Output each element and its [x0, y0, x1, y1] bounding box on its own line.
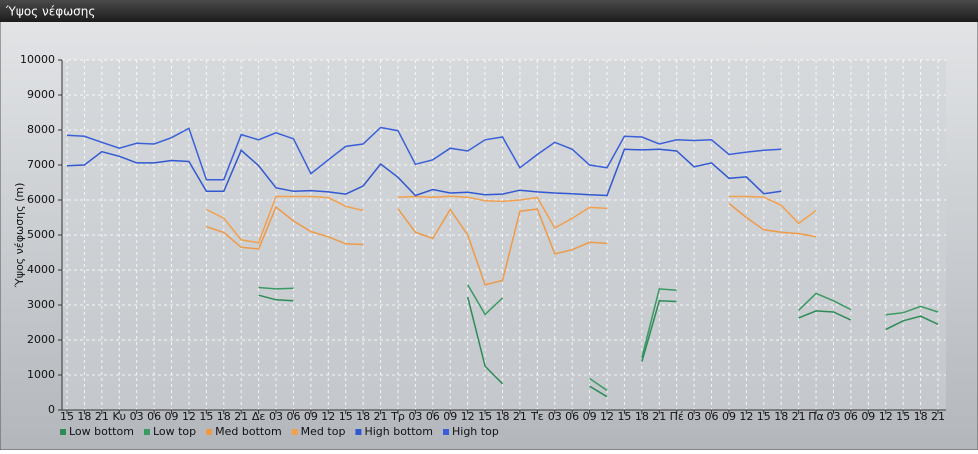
- legend-swatch: [60, 429, 66, 435]
- legend-label: Med top: [301, 425, 346, 438]
- series-line: [66, 148, 782, 197]
- x-tick-label: 03: [130, 410, 144, 423]
- legend-label: Low bottom: [69, 425, 134, 438]
- series-line: [258, 284, 939, 392]
- x-tick-label: 15: [617, 410, 631, 423]
- x-tick-label: 09: [165, 410, 179, 423]
- x-tick-label: 21: [513, 410, 527, 423]
- series-line: [66, 126, 782, 181]
- x-tick-label: 09: [861, 410, 875, 423]
- x-tick-label: 15: [896, 410, 910, 423]
- x-tick-label: 06: [147, 410, 161, 423]
- x-tick-label: 15: [60, 410, 74, 423]
- y-tick-label: 2000: [27, 333, 55, 346]
- x-tick-label: 03: [687, 410, 701, 423]
- y-tick-label: 6000: [27, 193, 55, 206]
- y-tick-label: 4000: [27, 263, 55, 276]
- y-tick-label: 0: [48, 403, 55, 416]
- x-tick-label: 18: [217, 410, 231, 423]
- series-line: [206, 195, 817, 244]
- x-tick-label: 18: [77, 410, 91, 423]
- x-tick-label: 03: [408, 410, 422, 423]
- x-tick-label: 21: [652, 410, 666, 423]
- x-tick-label: 09: [722, 410, 736, 423]
- x-tick-label: 09: [443, 410, 457, 423]
- x-tick-label: 12: [879, 410, 893, 423]
- x-tick-label: 18: [635, 410, 649, 423]
- y-tick-label: 1000: [27, 368, 55, 381]
- legend-swatch: [443, 429, 449, 435]
- legend-swatch: [143, 429, 150, 435]
- x-tick-label: 21: [374, 410, 388, 423]
- x-tick-label: 03: [269, 410, 283, 423]
- y-tick-label: 7000: [27, 158, 55, 171]
- x-tick-label: Πέ: [670, 410, 684, 423]
- series-line: [258, 294, 939, 398]
- x-tick-label: Πα: [808, 410, 824, 423]
- x-tick-label: 09: [583, 410, 597, 423]
- x-tick-label: 15: [339, 410, 353, 423]
- x-tick-label: Δε: [252, 410, 266, 423]
- x-tick-label: 21: [931, 410, 945, 423]
- x-tick-label: 06: [565, 410, 579, 423]
- x-tick-label: 18: [914, 410, 928, 423]
- legend-swatch: [291, 429, 298, 435]
- x-tick-label: 15: [478, 410, 492, 423]
- window-title: Ύψος νέφωσης: [5, 5, 95, 19]
- x-tick-label: Κυ: [112, 410, 126, 423]
- y-tick-label: 3000: [27, 298, 55, 311]
- x-tick-label: 03: [548, 410, 562, 423]
- legend-label: High top: [452, 425, 499, 438]
- x-tick-label: 18: [356, 410, 370, 423]
- x-tick-label: 12: [182, 410, 196, 423]
- x-tick-label: 06: [705, 410, 719, 423]
- x-tick-label: 06: [286, 410, 300, 423]
- x-tick-label: 12: [321, 410, 335, 423]
- x-tick-label: 21: [95, 410, 109, 423]
- x-tick-label: 12: [461, 410, 475, 423]
- legend-label: Med bottom: [215, 425, 282, 438]
- y-tick-label: 5000: [27, 228, 55, 241]
- x-tick-label: 15: [757, 410, 771, 423]
- x-tick-label: 06: [844, 410, 858, 423]
- x-tick-label: Τρ: [390, 410, 405, 423]
- x-tick-label: 06: [426, 410, 440, 423]
- x-tick-label: Τε: [530, 410, 544, 423]
- y-axis-label: Ύψος νέφωσης (m): [13, 183, 26, 289]
- legend-swatch: [355, 429, 362, 435]
- x-tick-label: 12: [739, 410, 753, 423]
- y-tick-label: 8000: [27, 123, 55, 136]
- x-tick-label: 18: [774, 410, 788, 423]
- title-bar: [0, 0, 978, 22]
- x-tick-label: 03: [826, 410, 840, 423]
- x-tick-label: 09: [304, 410, 318, 423]
- legend-swatch: [206, 429, 213, 435]
- legend-label: Low top: [153, 425, 196, 438]
- x-tick-label: 21: [234, 410, 248, 423]
- x-tick-label: 18: [496, 410, 510, 423]
- x-tick-label: 21: [792, 410, 806, 423]
- y-tick-label: 10000: [20, 53, 55, 66]
- y-tick-label: 9000: [27, 88, 55, 101]
- x-tick-label: 15: [199, 410, 213, 423]
- series-line: [206, 202, 817, 286]
- legend-label: High bottom: [364, 425, 433, 438]
- x-tick-label: 12: [600, 410, 614, 423]
